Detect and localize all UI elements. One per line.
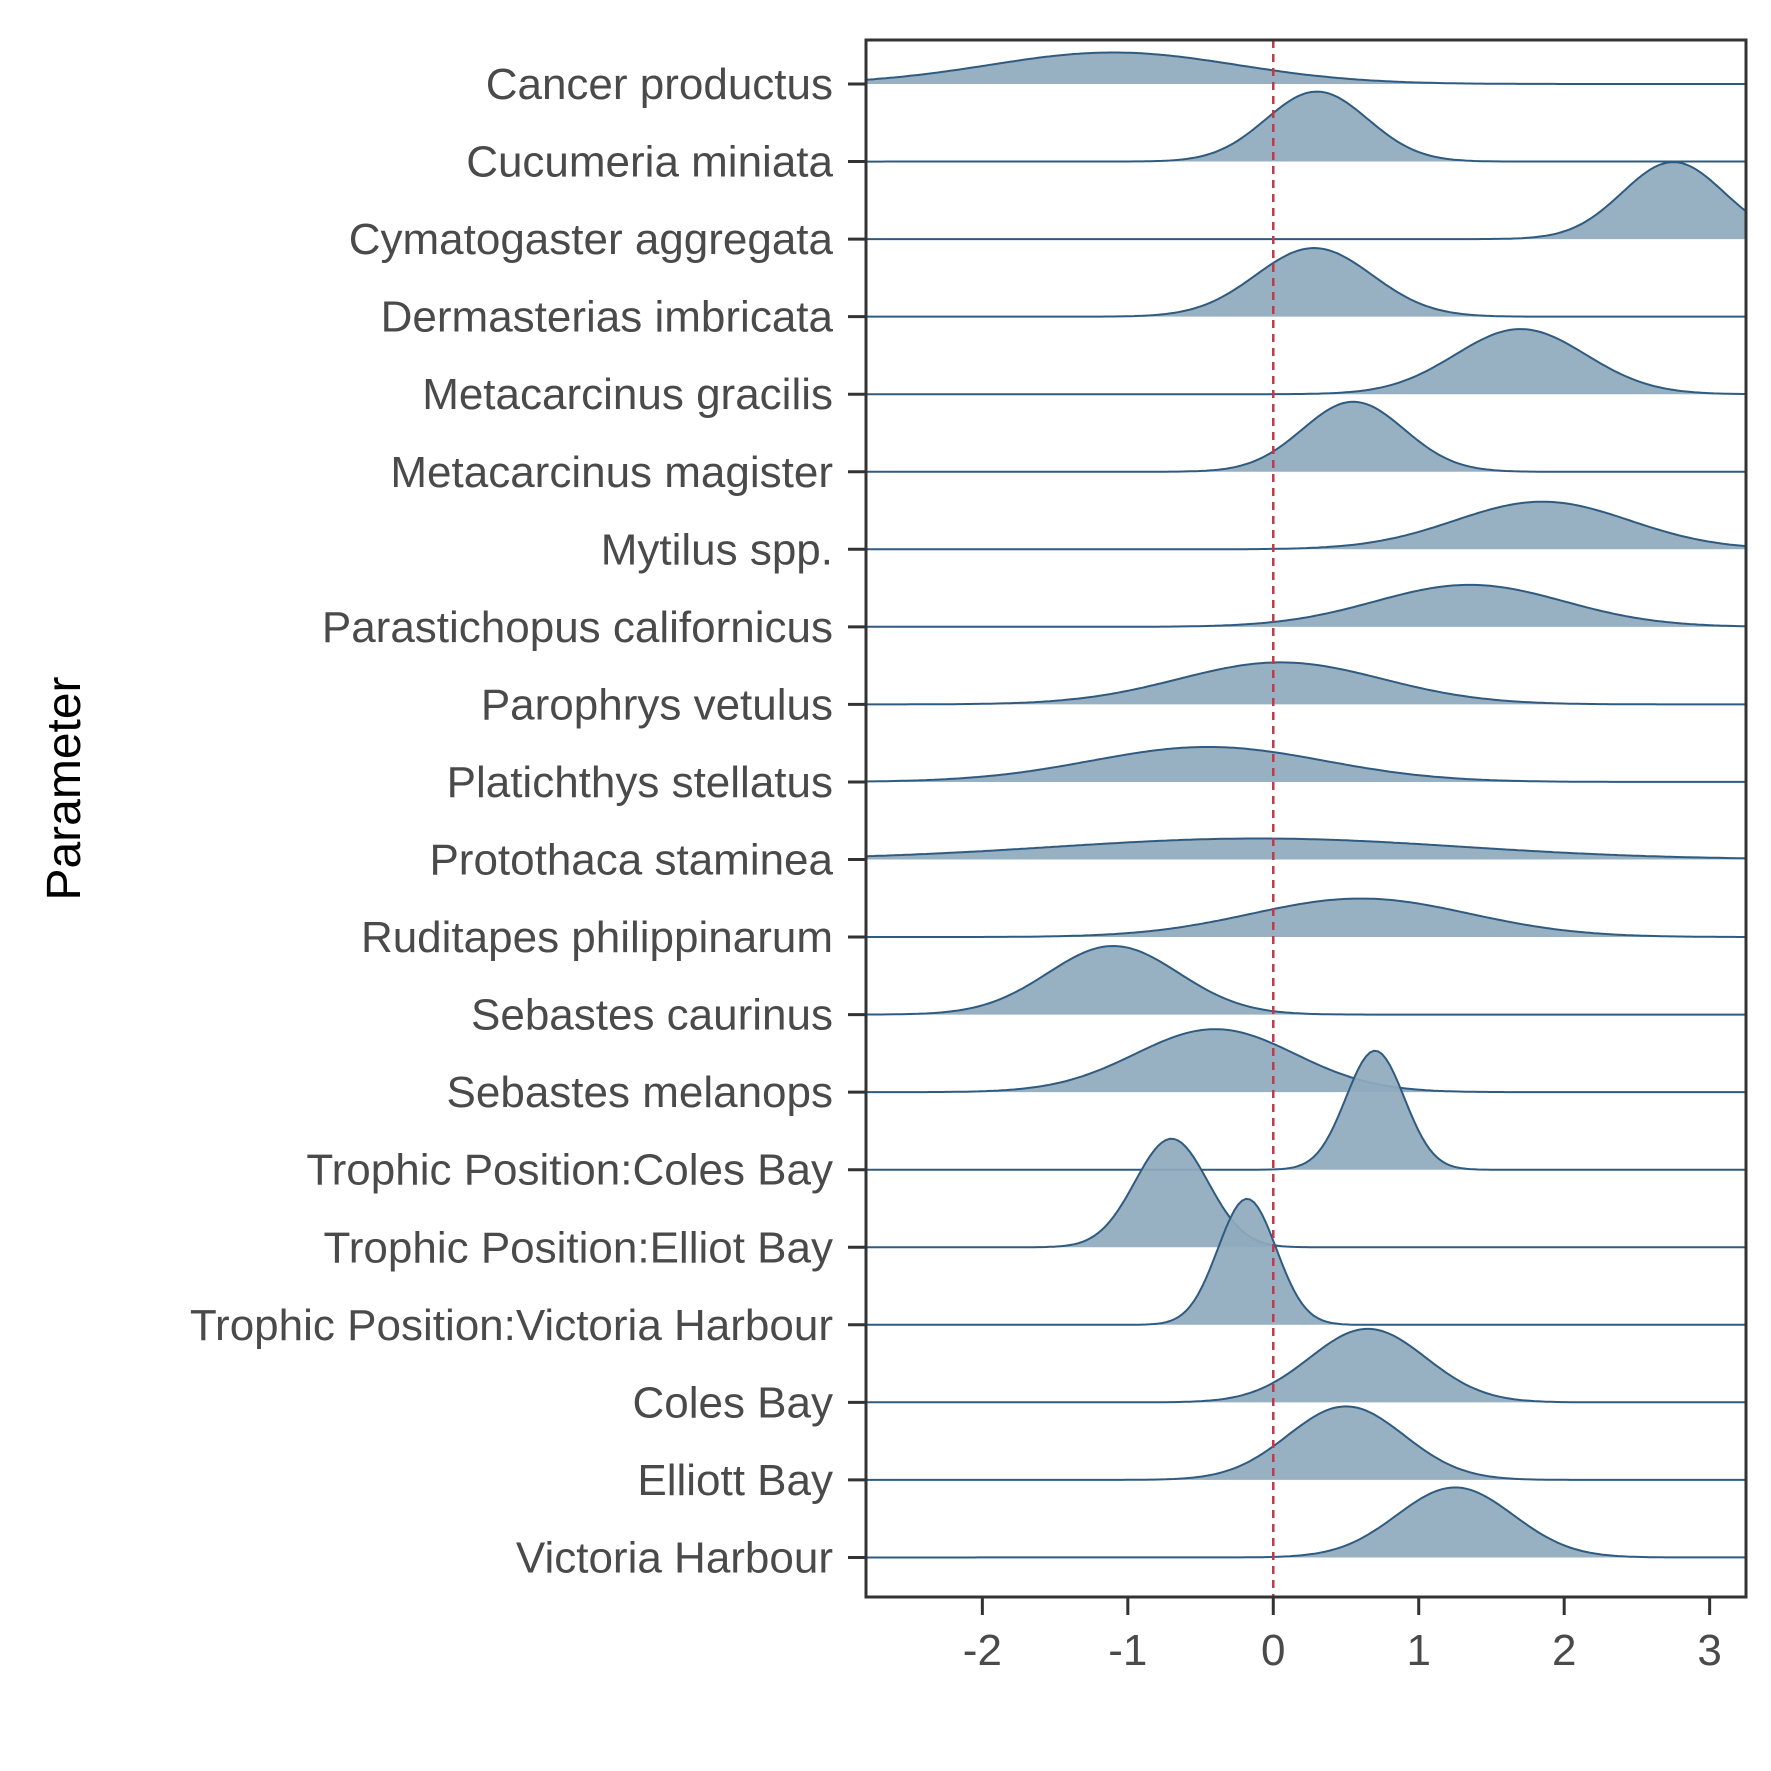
y-tick-label-trophic-position-victoria-harbour: Trophic Position:Victoria Harbour (190, 1301, 833, 1350)
y-tick-label-victoria-harbour: Victoria Harbour (516, 1533, 833, 1582)
ridge-line-elliott-bay (866, 1405, 1746, 1481)
ridge-area-platichthys-stellatus (866, 747, 1746, 782)
ridge-area-cymatogaster-aggregata (866, 162, 1746, 240)
ridge-line-dermasterias-imbricata (866, 246, 1746, 318)
ridge-area-dermasterias-imbricata (866, 248, 1746, 317)
ridge-line-parastichopus-californicus (866, 583, 1746, 628)
ridge-line-sebastes-melanops (866, 1028, 1746, 1094)
y-tick-label-parastichopus-californicus: Parastichopus californicus (322, 603, 833, 652)
ridge-line-parophrys-vetulus (866, 661, 1746, 706)
x-axis: -2 -1 0 1 2 3 (963, 1597, 1722, 1675)
y-tick-label-trophic-position-coles-bay: Trophic Position:Coles Bay (306, 1146, 833, 1195)
y-tick-label-cymatogaster-aggregata: Cymatogaster aggregata (349, 215, 834, 264)
ridge-area-trophic-position-elliot-bay (866, 1138, 1746, 1248)
x-tick-label-neg2: -2 (963, 1626, 1002, 1675)
ridges-layer (866, 51, 1746, 1559)
ridge-area-coles-bay (866, 1328, 1746, 1403)
x-tick-label-neg1: -1 (1108, 1626, 1147, 1675)
ridge-line-cymatogaster-aggregata (866, 161, 1746, 241)
ridge-area-victoria-harbour (866, 1487, 1746, 1558)
plot-panel-border (864, 38, 1748, 1599)
y-tick-label-trophic-position-elliot-bay: Trophic Position:Elliot Bay (324, 1223, 833, 1272)
y-tick-label-parophrys-vetulus: Parophrys vetulus (481, 680, 833, 729)
x-tick-label-3: 3 (1697, 1626, 1721, 1675)
ridge-line-trophic-position-coles-bay (866, 1049, 1746, 1171)
x-tick-label-1: 1 (1406, 1626, 1430, 1675)
y-tick-label-cucumeria-miniata: Cucumeria miniata (466, 138, 833, 187)
ridge-area-metacarcinus-magister (866, 401, 1746, 472)
y-tick-label-metacarcinus-magister: Metacarcinus magister (390, 448, 833, 497)
ridge-area-sebastes-caurinus (866, 946, 1746, 1015)
ridge-area-trophic-position-victoria-harbour (866, 1198, 1746, 1325)
y-tick-label-elliott-bay: Elliott Bay (637, 1456, 833, 1505)
ridge-line-cancer-productus (866, 51, 1746, 85)
y-axis-title: Parameter (38, 676, 91, 900)
ridge-line-victoria-harbour (866, 1486, 1746, 1559)
x-tick-label-0: 0 (1261, 1626, 1285, 1675)
y-tick-label-metacarcinus-gracilis: Metacarcinus gracilis (422, 370, 833, 419)
ridge-area-parastichopus-californicus (866, 584, 1746, 627)
ridge-line-mytilus-spp (866, 500, 1746, 551)
ridge-line-trophic-position-victoria-harbour (866, 1197, 1746, 1326)
y-tick-label-coles-bay: Coles Bay (632, 1378, 833, 1427)
y-tick-label-cancer-productus: Cancer productus (486, 60, 833, 109)
ridge-area-metacarcinus-gracilis (866, 329, 1746, 395)
ridge-line-metacarcinus-magister (866, 400, 1746, 473)
x-tick-label-2: 2 (1552, 1626, 1576, 1675)
ridge-line-coles-bay (866, 1327, 1746, 1404)
ridge-line-sebastes-caurinus (866, 944, 1746, 1016)
y-tick-label-ruditapes-philippinarum: Ruditapes philippinarum (361, 913, 833, 962)
y-tick-label-sebastes-caurinus: Sebastes caurinus (471, 991, 833, 1040)
y-tick-label-sebastes-melanops: Sebastes melanops (447, 1068, 833, 1117)
y-tick-label-protothaca-staminea: Protothaca staminea (429, 836, 833, 885)
ridge-area-protothaca-staminea (866, 838, 1746, 860)
ridge-area-cancer-productus (866, 52, 1746, 84)
y-tick-label-dermasterias-imbricata: Dermasterias imbricata (381, 293, 834, 342)
ridge-area-elliott-bay (866, 1406, 1746, 1480)
ridge-line-protothaca-staminea (866, 837, 1746, 860)
ridge-area-ruditapes-philippinarum (866, 898, 1746, 938)
y-axis: Cancer productus Cucumeria miniata Cymatog… (190, 60, 866, 1582)
ridge-area-sebastes-melanops (866, 1029, 1746, 1093)
y-tick-label-platichthys-stellatus: Platichthys stellatus (447, 758, 833, 807)
ridge-line-ruditapes-philippinarum (866, 897, 1746, 938)
ridge-line-trophic-position-elliot-bay (866, 1137, 1746, 1249)
ridge-line-platichthys-stellatus (866, 746, 1746, 783)
ridge-area-cucumeria-miniata (866, 91, 1746, 162)
ridge-line-metacarcinus-gracilis (866, 328, 1746, 396)
ridge-area-mytilus-spp (866, 501, 1746, 550)
ridge-area-parophrys-vetulus (866, 662, 1746, 705)
y-tick-label-mytilus-spp: Mytilus spp. (601, 525, 833, 574)
ridge-line-cucumeria-miniata (866, 90, 1746, 163)
